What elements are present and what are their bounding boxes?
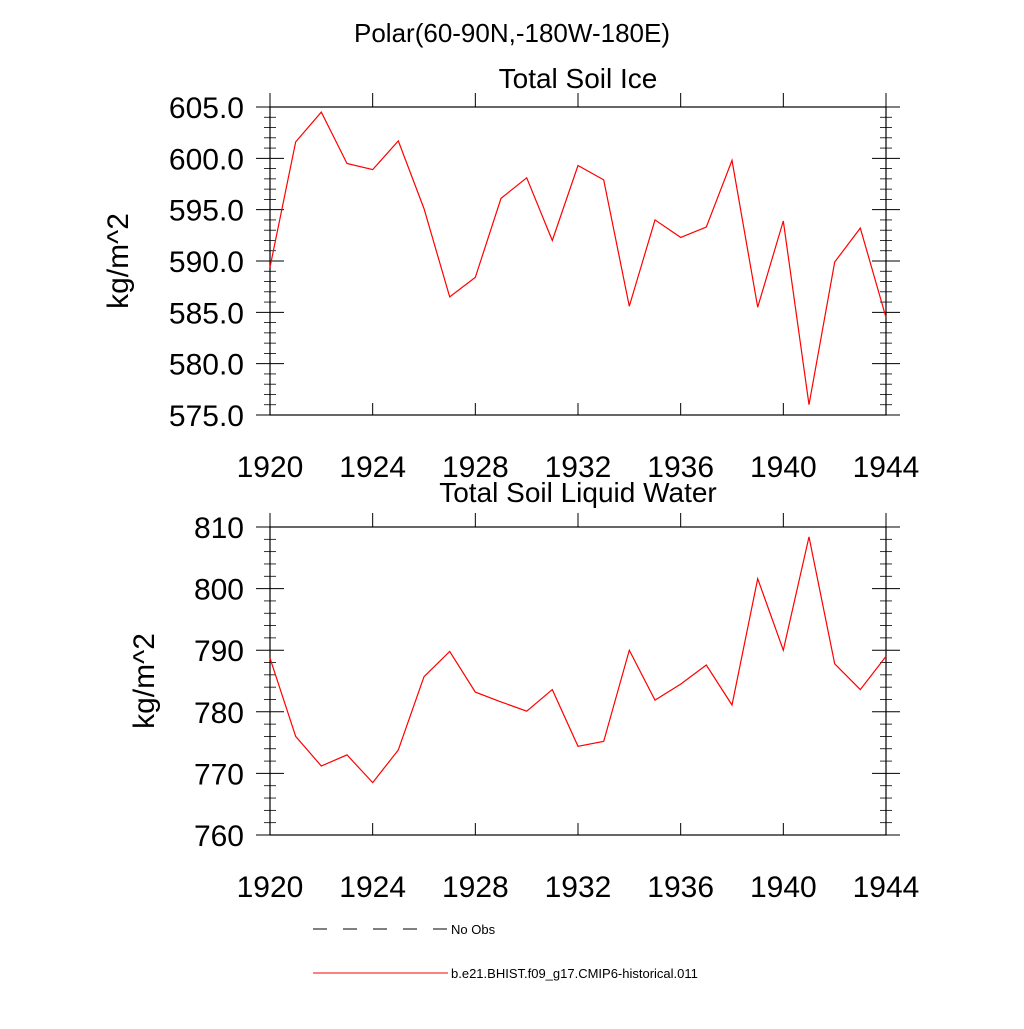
y-tick-label: 600.0 bbox=[169, 143, 244, 176]
y-tick-label: 810 bbox=[194, 512, 244, 545]
y-tick-label: 790 bbox=[194, 635, 244, 668]
y-tick-label: 760 bbox=[194, 820, 244, 853]
panel-title: Total Soil Ice bbox=[499, 63, 658, 94]
x-tick-label: 1920 bbox=[237, 871, 304, 904]
x-tick-label: 1932 bbox=[545, 871, 612, 904]
y-tick-label: 770 bbox=[194, 758, 244, 791]
legend: No Obs b.e21.BHIST.f09_g17.CMIP6-historic… bbox=[313, 922, 698, 981]
x-tick-label: 1940 bbox=[750, 871, 817, 904]
y-tick-label: 595.0 bbox=[169, 195, 244, 228]
plot-frame bbox=[269, 526, 887, 836]
chart-panel-2: Total Soil Liquid Water kg/m^2 1920 1924 192… bbox=[128, 477, 919, 904]
x-tick-label: 1940 bbox=[750, 451, 817, 484]
x-tick-label: 1932 bbox=[545, 451, 612, 484]
x-tick-label: 1924 bbox=[339, 451, 406, 484]
plot-frame bbox=[269, 106, 887, 416]
y-tick-label: 605.0 bbox=[169, 92, 244, 125]
y-axis-label: kg/m^2 bbox=[102, 213, 135, 309]
x-tick-label: 1928 bbox=[442, 871, 509, 904]
y-tick-label: 575.0 bbox=[169, 400, 244, 433]
x-tick-label: 1944 bbox=[853, 871, 920, 904]
y-tick-label: 580.0 bbox=[169, 349, 244, 382]
x-tick-label: 1928 bbox=[442, 451, 509, 484]
x-tick-label: 1920 bbox=[237, 451, 304, 484]
chart-panel-1: Total Soil Ice kg/m^2 1920 1924 1928 1932 1936… bbox=[102, 63, 919, 484]
series-line bbox=[269, 536, 887, 784]
x-tick-label: 1944 bbox=[853, 451, 920, 484]
x-tick-label: 1936 bbox=[647, 871, 714, 904]
y-tick-label: 800 bbox=[194, 574, 244, 607]
panel-title: Total Soil Liquid Water bbox=[439, 477, 717, 508]
y-tick-label: 590.0 bbox=[169, 246, 244, 279]
x-tick-label: 1924 bbox=[339, 871, 406, 904]
legend-label: b.e21.BHIST.f09_g17.CMIP6-historical.011 bbox=[451, 966, 698, 981]
legend-label: No Obs bbox=[451, 922, 496, 937]
y-tick-label: 585.0 bbox=[169, 297, 244, 330]
y-axis-label: kg/m^2 bbox=[128, 633, 161, 729]
series-line bbox=[269, 111, 887, 405]
figure-title: Polar(60-90N,-180W-180E) bbox=[354, 18, 670, 48]
y-tick-label: 780 bbox=[194, 697, 244, 730]
x-tick-label: 1936 bbox=[647, 451, 714, 484]
